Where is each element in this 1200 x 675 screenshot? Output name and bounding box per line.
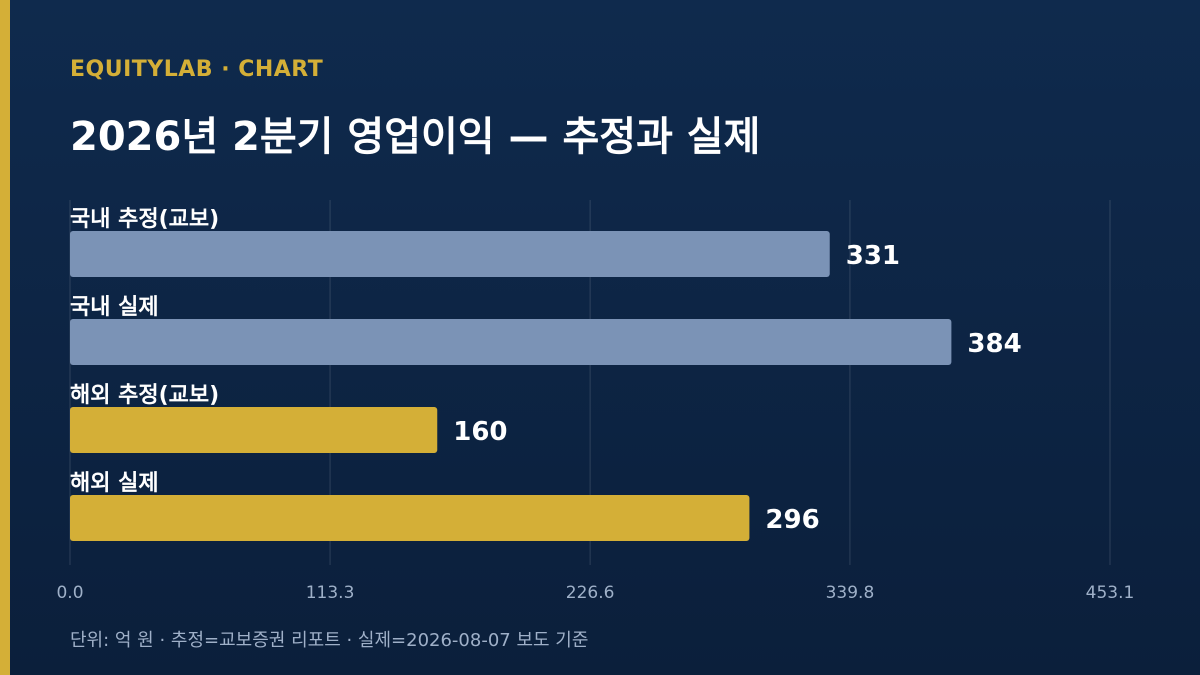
bar	[70, 407, 438, 453]
value-label: 296	[765, 505, 819, 535]
chart-title: 2026년 2분기 영업이익 — 추정과 실제	[70, 114, 761, 160]
value-label: 331	[846, 241, 900, 271]
bar	[70, 231, 830, 277]
category-label: 국내 실제	[70, 295, 159, 320]
category-label: 해외 실제	[70, 471, 159, 496]
x-tick-label: 0.0	[56, 583, 83, 603]
bar	[70, 319, 952, 365]
value-label: 384	[967, 329, 1021, 359]
category-label: 해외 추정(교보)	[70, 383, 219, 408]
category-label: 국내 추정(교보)	[70, 207, 219, 232]
accent-bar	[0, 0, 10, 675]
x-tick-label: 453.1	[1086, 583, 1135, 603]
x-tick-label: 226.6	[566, 583, 615, 603]
brand-label: EQUITYLAB · CHART	[70, 57, 324, 82]
bar	[70, 495, 750, 541]
x-tick-label: 113.3	[306, 583, 355, 603]
x-tick-label: 339.8	[826, 583, 875, 603]
footer-note: 단위: 억 원 · 추정=교보증권 리포트 · 실제=2026-08-07 보도…	[70, 630, 589, 651]
value-label: 160	[453, 417, 507, 447]
